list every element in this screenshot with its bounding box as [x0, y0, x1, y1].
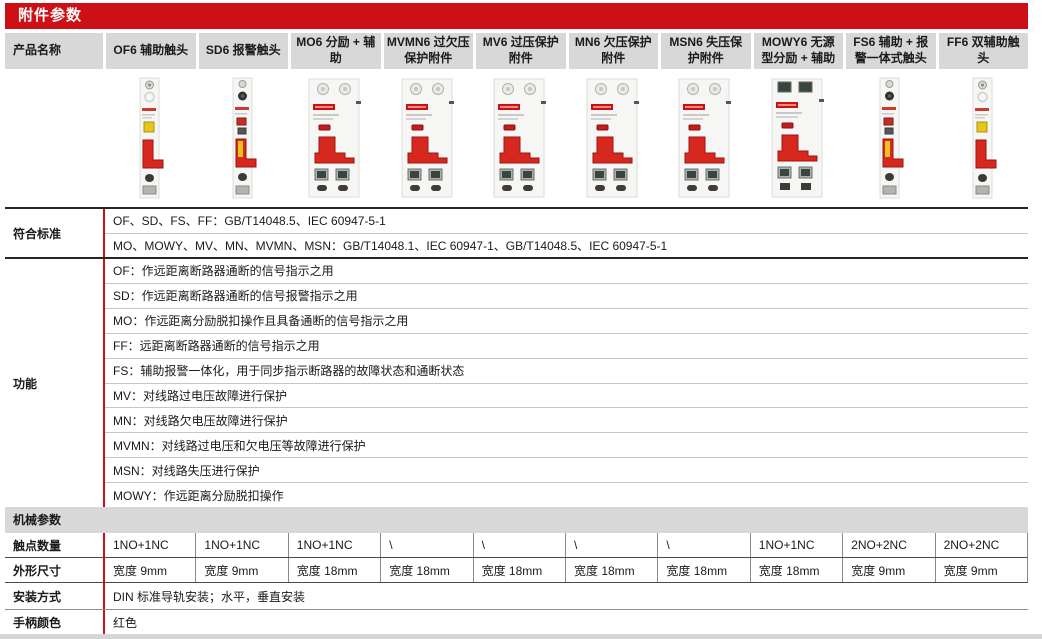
mowy6-product-image: [769, 77, 825, 199]
size-value: 宽度 18mm: [287, 558, 380, 582]
function-row: SD：作远距离断路器通断的信号报警指示之用: [105, 284, 1028, 309]
page-title: 附件参数: [5, 3, 1028, 29]
size-value: 宽度 9mm: [195, 558, 287, 582]
function-row: MSN：对线路失压进行保护: [105, 458, 1028, 484]
standards-body: OF、SD、FS、FF：GB/T14048.5、IEC 60947-5-1 MO…: [103, 209, 1028, 257]
size-value: 宽度 18mm: [380, 558, 472, 582]
mounting-label: 安装方式: [13, 589, 62, 604]
sd6-product-image: [225, 77, 259, 199]
size-value: 宽度 9mm: [934, 558, 1027, 582]
contacts-value: 1NO+1NC: [749, 533, 842, 557]
mechanical-section-header: 机械参数: [5, 507, 1028, 533]
size-label: 外形尺寸: [13, 563, 62, 578]
contacts-value: 1NO+1NC: [195, 533, 287, 557]
column-header-ff6: FF6 双辅助触头: [935, 33, 1028, 69]
size-row: 外形尺寸 宽度 9mm 宽度 9mm 宽度 18mm 宽度 18mm 宽度 18…: [5, 558, 1028, 583]
column-header-mowy6: MOWY6 无源型分励 + 辅助: [750, 33, 843, 69]
size-value: 宽度 9mm: [842, 558, 934, 582]
column-header-mo6: MO6 分励 + 辅助: [288, 33, 381, 69]
size-value: 宽度 18mm: [657, 558, 749, 582]
contacts-value: 2NO+2NC: [842, 533, 934, 557]
handle-color-value: 红色: [103, 610, 1028, 634]
page-bottom-strip: [0, 634, 1042, 639]
contacts-value: \: [472, 533, 565, 557]
contacts-value: 2NO+2NC: [934, 533, 1027, 557]
contacts-value: 1NO+1NC: [103, 533, 195, 557]
product-header-row: 产品名称 OF6 辅助触头 SD6 报警触头 MO6 分励 + 辅助 MVMN6…: [5, 33, 1028, 69]
function-row: FS：辅助报警一体化，用于同步指示断路器的故障状态和通断状态: [105, 359, 1028, 384]
product-image-row: [5, 69, 1028, 207]
handle-color-label: 手柄颜色: [13, 615, 62, 630]
mounting-row: 安装方式 DIN 标准导轨安装；水平，垂直安装: [5, 583, 1028, 610]
column-header-fs6: FS6 辅助 + 报警一体式触头: [843, 33, 936, 69]
fs6-product-image: [872, 77, 906, 199]
function-row: OF：作远距离断路器通断的信号指示之用: [105, 259, 1028, 284]
column-header-msn6: MSN6 失压保护附件: [658, 33, 751, 69]
functions-label: 功能: [13, 376, 38, 391]
column-header-sd6: SD6 报警触头: [195, 33, 288, 69]
size-value: 宽度 18mm: [565, 558, 657, 582]
contacts-value: \: [657, 533, 749, 557]
function-row: MOWY：作远距离分励脱扣操作: [113, 488, 284, 503]
product-name-column-header: 产品名称: [5, 33, 103, 69]
mo6-product-image: [306, 77, 362, 199]
size-value: 宽度 18mm: [472, 558, 565, 582]
standards-row: OF、SD、FS、FF：GB/T14048.5、IEC 60947-5-1: [105, 209, 1028, 234]
contacts-row: 触点数量 1NO+1NC 1NO+1NC 1NO+1NC \ \ \ \ 1NO…: [5, 533, 1028, 558]
size-value: 宽度 9mm: [103, 558, 195, 582]
column-header-of6: OF6 辅助触头: [103, 33, 196, 69]
function-row: FF：远距离断路器通断的信号指示之用: [105, 334, 1028, 359]
size-value: 宽度 18mm: [749, 558, 842, 582]
mv6-product-image: [491, 77, 547, 199]
of6-product-image: [132, 77, 166, 199]
column-header-mn6: MN6 欠压保护附件: [565, 33, 658, 69]
contacts-value: \: [565, 533, 657, 557]
handle-color-row: 手柄颜色 红色: [5, 610, 1028, 634]
contacts-value: \: [380, 533, 472, 557]
mn6-product-image: [584, 77, 640, 199]
standards-section: 符合标准 OF、SD、FS、FF：GB/T14048.5、IEC 60947-5…: [5, 207, 1028, 257]
mounting-value: DIN 标准导轨安装；水平，垂直安装: [103, 583, 1028, 609]
standards-row: MO、MOWY、MV、MN、MVMN、MSN：GB/T14048.1、IEC 6…: [113, 238, 668, 253]
column-header-mvmn6: MVMN6 过欠压保护附件: [380, 33, 473, 69]
function-row: MVMN：对线路过电压和欠电压等故障进行保护: [105, 433, 1028, 459]
standards-label: 符合标准: [13, 226, 62, 241]
function-row: MN：对线路欠电压故障进行保护: [105, 408, 1028, 434]
msn6-product-image: [676, 77, 732, 199]
functions-body: OF：作远距离断路器通断的信号指示之用 SD：作远距离断路器通断的信号报警指示之…: [103, 259, 1028, 507]
contacts-label: 触点数量: [13, 538, 62, 553]
function-row: MO：作远距离分励脱扣操作且具备通断的信号指示之用: [105, 309, 1028, 334]
ff6-product-image: [965, 77, 999, 199]
contacts-value: 1NO+1NC: [287, 533, 380, 557]
column-header-mv6: MV6 过压保护附件: [473, 33, 566, 69]
mvmn6-product-image: [399, 77, 455, 199]
functions-section: 功能 OF：作远距离断路器通断的信号指示之用 SD：作远距离断路器通断的信号报警…: [5, 257, 1028, 507]
function-row: MV：对线路过电压故障进行保护: [105, 384, 1028, 409]
